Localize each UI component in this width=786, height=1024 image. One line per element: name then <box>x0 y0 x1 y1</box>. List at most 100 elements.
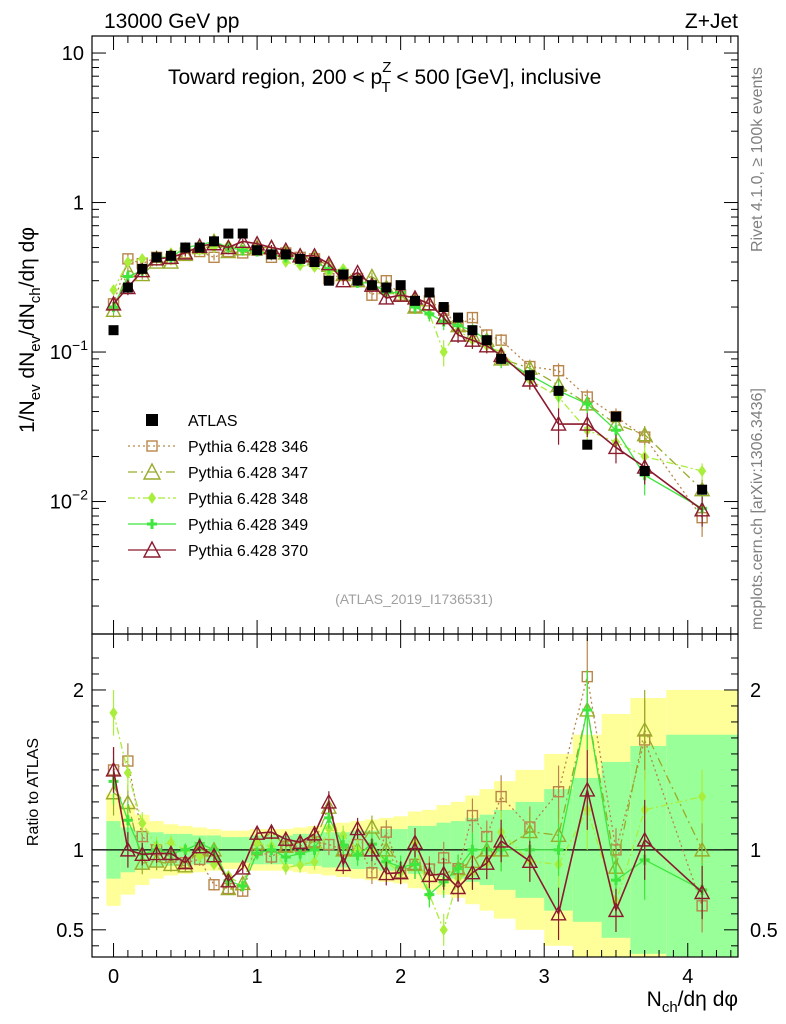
x-axis-label: Nch/dη dφ <box>647 988 738 1016</box>
ratio-point <box>148 845 165 861</box>
ratio-point <box>306 825 323 841</box>
data-point <box>109 284 118 296</box>
ratio-point <box>281 861 290 874</box>
ratio-point <box>579 781 596 797</box>
plot-title-prefix: Toward region, 200 < p <box>168 66 382 89</box>
x-tick-label: 1 <box>252 966 263 988</box>
ratio-point <box>492 832 510 848</box>
data-point <box>162 253 180 269</box>
data-point <box>335 272 352 288</box>
ratio-point <box>220 872 237 888</box>
data-point <box>421 295 438 311</box>
ratio-point <box>366 867 378 879</box>
ratio-point <box>406 834 424 850</box>
ratio-point <box>320 793 338 809</box>
data-point <box>449 326 467 342</box>
x-tick-label: 4 <box>682 966 693 988</box>
atlas-point <box>395 280 406 291</box>
data-point <box>579 415 596 431</box>
y-tick-label: 10−1 <box>50 337 88 364</box>
atlas-point <box>338 269 349 280</box>
atlas-point <box>151 252 162 263</box>
data-point <box>466 311 479 324</box>
atlas-point <box>610 411 621 422</box>
atlas-point <box>553 385 564 396</box>
series-line <box>112 240 703 491</box>
ratio-point <box>237 880 248 891</box>
legend-marker <box>147 492 157 504</box>
series-ratio-line <box>112 709 703 896</box>
data-point <box>636 426 653 442</box>
ratio-point <box>180 844 191 855</box>
legend-marker <box>147 519 157 529</box>
ratio-point <box>148 852 165 868</box>
ratio-point <box>453 863 464 874</box>
ratio-point <box>122 815 133 826</box>
data-point <box>320 255 338 271</box>
legend-entry-5: Pythia 6.428 370 <box>128 540 308 560</box>
ratio-point <box>636 721 653 737</box>
atlas-point <box>165 250 176 261</box>
legend-marker <box>142 462 162 480</box>
ratio-point <box>467 844 478 855</box>
ratio-point <box>552 786 565 798</box>
data-point <box>435 309 452 325</box>
ratio-point <box>162 845 180 861</box>
legend-marker <box>146 414 158 426</box>
ratio-point <box>466 809 479 822</box>
data-point <box>123 256 132 268</box>
ratio-point <box>134 854 151 870</box>
series-ratio-line <box>112 769 703 917</box>
data-point <box>698 465 707 477</box>
ratio-point <box>266 844 277 855</box>
atlas-point <box>237 228 248 239</box>
ratio-point <box>123 767 132 779</box>
ratio-point <box>464 864 481 880</box>
series-line <box>112 244 703 472</box>
legend-label: Pythia 6.428 348 <box>188 491 308 508</box>
ratio-point <box>478 854 495 870</box>
ratio-point <box>435 865 452 881</box>
ratio-point <box>693 884 711 900</box>
data-point <box>105 295 122 311</box>
atlas-point <box>467 325 478 336</box>
legend-entry-4: Pythia 6.428 349 <box>128 517 308 534</box>
atlas-point <box>410 295 420 306</box>
legend-marker <box>142 540 162 558</box>
ratio-point <box>109 706 118 719</box>
svg-text:1/Nev dNev/dNch/dη dφ: 1/Nev dNev/dNch/dη dφ <box>16 227 44 433</box>
ratio-point <box>698 790 707 803</box>
series-5-ratio <box>105 747 711 940</box>
ratio-point <box>309 844 320 855</box>
ratio-point <box>607 901 625 918</box>
side-text-top: Rivet 4.1.0, ≥ 100k events <box>749 67 766 252</box>
atlas-point <box>280 249 291 260</box>
data-point <box>392 286 409 302</box>
ratio-point <box>610 875 621 886</box>
ratio-tick-label-left: 0.5 <box>56 920 84 942</box>
data-point <box>220 239 237 255</box>
atlas-point <box>295 253 306 264</box>
legend-label: Pythia 6.428 346 <box>188 439 308 456</box>
ratio-point <box>378 865 395 881</box>
legend-marker <box>146 440 158 452</box>
atlas-point <box>309 257 320 268</box>
ratio-point <box>323 838 335 851</box>
data-point <box>610 425 621 436</box>
data-point <box>234 232 251 249</box>
atlas-point <box>438 302 449 313</box>
x-axis-label-sub: ch <box>662 999 678 1016</box>
ratio-y-label: Ratio to ATLAS <box>25 738 42 846</box>
atlas-point <box>194 242 205 253</box>
data-point <box>607 438 625 455</box>
ratio-point <box>421 866 438 883</box>
ratio-point <box>521 852 539 868</box>
ratio-point <box>338 840 349 851</box>
ratio-point <box>349 820 366 836</box>
ratio-point <box>220 880 237 896</box>
legend-entry-atlas: ATLAS <box>146 413 238 430</box>
y-tick-label: 1 <box>73 193 84 215</box>
atlas-point <box>381 282 392 293</box>
atlas-point <box>582 439 593 450</box>
